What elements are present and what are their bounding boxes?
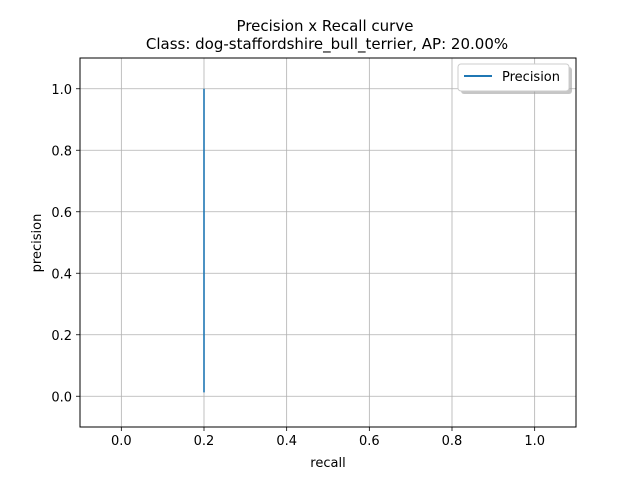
- legend-label-precision: Precision: [502, 70, 560, 85]
- legend: Precision: [457, 63, 572, 94]
- y-tick-label: 0.8: [51, 144, 72, 159]
- y-tick-label: 0.4: [51, 267, 72, 282]
- x-tick-label: 0.0: [111, 434, 132, 449]
- x-tick-label: 0.4: [276, 434, 297, 449]
- x-axis-label: recall: [310, 456, 345, 471]
- y-tick-label: 0.2: [51, 329, 72, 344]
- legend-box: [457, 63, 570, 92]
- y-tick-label: 1.0: [51, 83, 72, 98]
- x-tick-label: 0.2: [194, 434, 215, 449]
- chart-subtitle: Class: dog-staffordshire_bull_terrier, A…: [146, 35, 508, 54]
- x-tick-label: 0.6: [359, 434, 380, 449]
- y-axis-label: precision: [30, 214, 45, 273]
- y-tick-label: 0.0: [51, 390, 72, 405]
- x-tick-label: 0.8: [442, 434, 463, 449]
- plot-frame: [79, 57, 577, 428]
- y-tick-label: 0.6: [51, 206, 72, 221]
- x-tick-label: 1.0: [524, 434, 545, 449]
- x-axis-ticks: 0.0 0.2 0.4 0.6 0.8 1.0: [111, 427, 545, 449]
- y-axis-ticks: 0.0 0.2 0.4 0.6 0.8 1.0: [51, 83, 80, 405]
- chart-title: Precision x Recall curve: [237, 17, 414, 35]
